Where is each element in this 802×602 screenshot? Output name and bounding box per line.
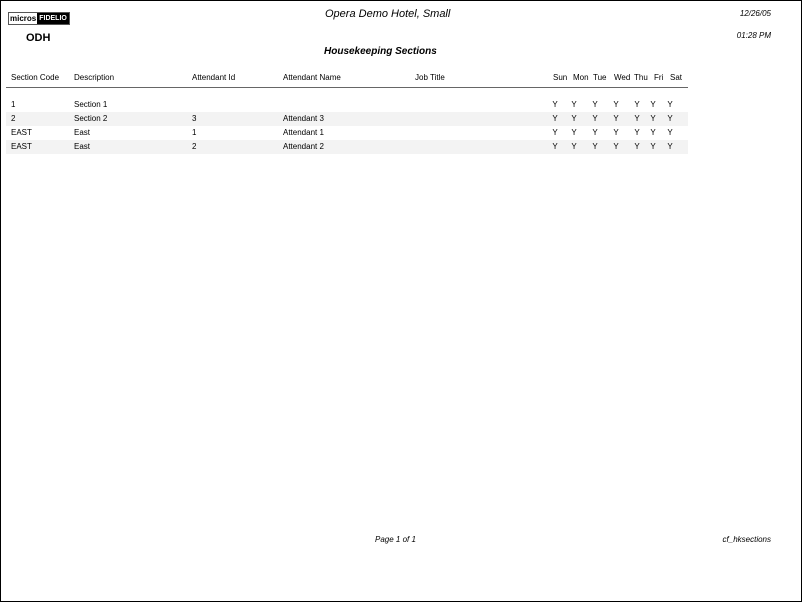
cell-tue: Y — [592, 100, 598, 109]
cell-thu: Y — [634, 142, 640, 151]
cell-tue: Y — [592, 114, 598, 123]
table-row: 2 Section 2 3 Attendant 3 Y Y Y Y Y Y Y — [6, 112, 688, 126]
col-wed: Wed — [614, 73, 631, 82]
cell-tue: Y — [592, 142, 598, 151]
cell-thu: Y — [634, 128, 640, 137]
cell-attendant-name: Attendant 1 — [283, 128, 324, 137]
col-job-title: Job Title — [415, 73, 445, 82]
cell-mon: Y — [571, 100, 577, 109]
cell-sun: Y — [552, 128, 558, 137]
report-title: Housekeeping Sections — [324, 46, 437, 57]
cell-sat: Y — [667, 114, 673, 123]
cell-description: Section 2 — [74, 114, 108, 123]
col-mon: Mon — [573, 73, 589, 82]
report-date: 12/26/05 — [739, 9, 771, 18]
property-code: ODH — [26, 32, 51, 44]
col-sat: Sat — [670, 73, 683, 82]
cell-sat: Y — [667, 142, 673, 151]
cell-sun: Y — [552, 100, 558, 109]
cell-wed: Y — [613, 114, 619, 123]
cell-mon: Y — [571, 114, 577, 123]
cell-attendant-id: 3 — [192, 114, 197, 123]
table-row: EAST East 2 Attendant 2 Y Y Y Y Y Y Y — [6, 140, 688, 154]
cell-sun: Y — [552, 142, 558, 151]
cell-thu: Y — [634, 114, 640, 123]
cell-attendant-id: 1 — [192, 128, 197, 137]
col-attendant-id: Attendant Id — [192, 73, 236, 82]
table-row: EAST East 1 Attendant 1 Y Y Y Y Y Y Y — [6, 126, 688, 140]
col-section-code: Section Code — [11, 73, 60, 82]
logo-right: FIDELIO — [37, 13, 69, 24]
cell-description: East — [74, 142, 91, 151]
cell-sat: Y — [667, 128, 673, 137]
report-time: 01:28 PM — [736, 31, 771, 40]
col-fri: Fri — [654, 73, 664, 82]
cell-section-code: EAST — [11, 142, 32, 151]
cell-fri: Y — [650, 142, 656, 151]
cell-section-code: 2 — [11, 114, 16, 123]
report-name: cf_hksections — [722, 535, 771, 544]
cell-mon: Y — [571, 128, 577, 137]
cell-attendant-name: Attendant 3 — [283, 114, 324, 123]
cell-fri: Y — [650, 128, 656, 137]
hotel-name: Opera Demo Hotel, Small — [325, 8, 451, 20]
col-description: Description — [74, 73, 115, 82]
cell-sun: Y — [552, 114, 558, 123]
col-sun: Sun — [553, 73, 568, 82]
cell-tue: Y — [592, 128, 598, 137]
cell-wed: Y — [613, 128, 619, 137]
table-row: 1 Section 1 Y Y Y Y Y Y Y — [6, 98, 688, 112]
micros-fidelio-logo: micros FIDELIO — [8, 12, 70, 25]
cell-section-code: EAST — [11, 128, 32, 137]
cell-section-code: 1 — [11, 100, 16, 109]
cell-thu: Y — [634, 100, 640, 109]
cell-attendant-id: 2 — [192, 142, 197, 151]
header-divider — [6, 87, 688, 88]
cell-fri: Y — [650, 100, 656, 109]
logo-left: micros — [10, 14, 37, 23]
cell-attendant-name: Attendant 2 — [283, 142, 324, 151]
cell-wed: Y — [613, 142, 619, 151]
col-tue: Tue — [593, 73, 607, 82]
page-number: Page 1 of 1 — [375, 535, 416, 544]
col-thu: Thu — [634, 73, 648, 82]
cell-wed: Y — [613, 100, 619, 109]
col-attendant-name: Attendant Name — [283, 73, 341, 82]
cell-description: East — [74, 128, 91, 137]
cell-description: Section 1 — [74, 100, 108, 109]
cell-sat: Y — [667, 100, 673, 109]
cell-fri: Y — [650, 114, 656, 123]
cell-mon: Y — [571, 142, 577, 151]
